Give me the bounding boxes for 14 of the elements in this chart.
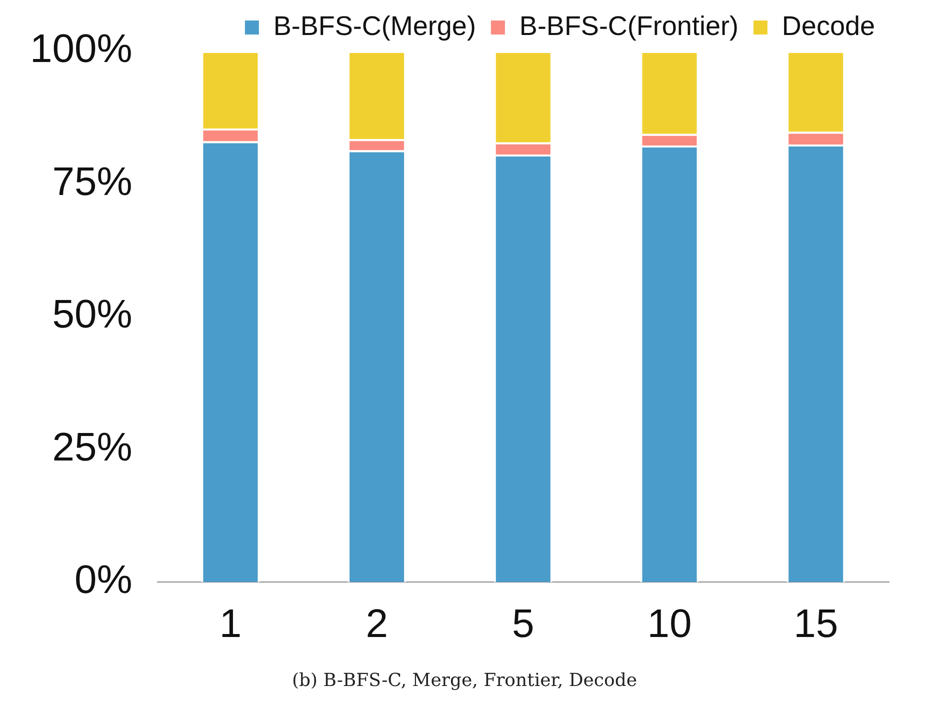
text: (b) B-BFS-C, Merge, Frontier, Decode (290, 670, 638, 691)
x-tick-label: 5 (512, 602, 534, 646)
y-tick-label: 0% (74, 558, 132, 602)
x-tick-label: 2 (366, 602, 388, 646)
y-tick-label: 25% (52, 425, 132, 470)
x-tick-label: 10 (647, 602, 692, 646)
y-tick-label: 100% (30, 27, 132, 72)
y-tick-label: 50% (52, 292, 132, 337)
legend-label: B-BFS-C(Frontier) (519, 10, 738, 41)
legend-label: Decode (782, 10, 876, 41)
legend-label: B-BFS-C(Merge) (273, 10, 476, 41)
x-tick-label: 1 (219, 602, 242, 646)
y-tick-label: 75% (52, 160, 132, 204)
x-tick-label: 15 (794, 602, 838, 646)
